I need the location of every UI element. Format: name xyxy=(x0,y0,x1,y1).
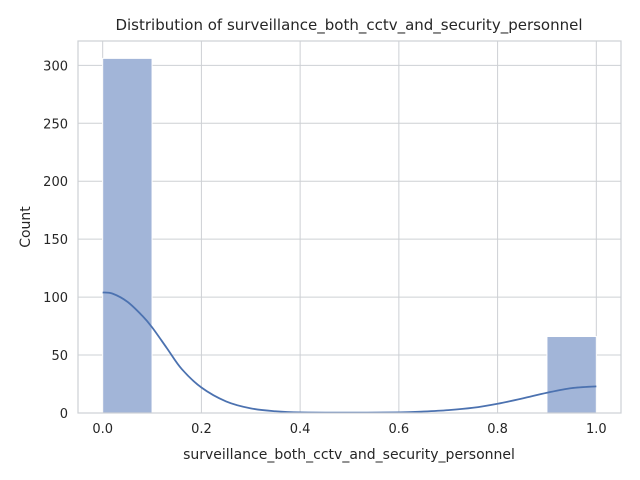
x-axis-label: surveillance_both_cctv_and_security_pers… xyxy=(183,447,515,463)
x-tick-label: 0.2 xyxy=(191,422,212,437)
plot-frame xyxy=(77,40,622,414)
x-tick-label: 0.4 xyxy=(290,422,311,437)
kde-curve xyxy=(102,291,597,414)
y-tick-label: 200 xyxy=(43,175,68,190)
chart-title: Distribution of surveillance_both_cctv_a… xyxy=(115,16,582,35)
histogram-bar xyxy=(102,57,153,414)
x-tick-label: 0.6 xyxy=(389,422,410,437)
y-tick-label: 150 xyxy=(43,233,68,248)
y-tick-label: 300 xyxy=(43,59,68,74)
x-tick-label: 0.0 xyxy=(92,422,113,437)
y-tick-labels: 0 50 100 150 200 250 300 xyxy=(43,59,68,422)
y-tick-label: 50 xyxy=(51,349,68,364)
x-tick-label: 0.8 xyxy=(487,422,508,437)
histogram-bars xyxy=(102,57,597,414)
histogram-bar xyxy=(546,336,597,414)
y-tick-label: 100 xyxy=(43,291,68,306)
grid-lines xyxy=(78,41,621,414)
x-tick-label: 1.0 xyxy=(586,422,607,437)
y-axis-label: Count xyxy=(18,206,34,248)
y-tick-label: 0 xyxy=(60,407,68,422)
x-tick-labels: 0.0 0.2 0.4 0.6 0.8 1.0 xyxy=(92,422,606,437)
kde-curve-layer xyxy=(102,291,597,414)
y-tick-label: 250 xyxy=(43,117,68,132)
